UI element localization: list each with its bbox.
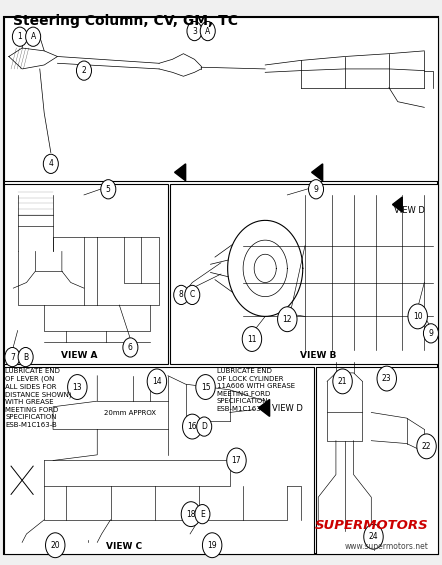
Text: Steering Column, CV, GM, TC: Steering Column, CV, GM, TC [13,14,238,28]
Circle shape [18,347,33,367]
Polygon shape [312,164,323,181]
Polygon shape [259,399,270,416]
Circle shape [26,27,41,46]
Circle shape [174,285,189,305]
Text: 2: 2 [82,66,86,75]
Circle shape [227,448,246,473]
Text: 14: 14 [152,377,162,386]
Text: 9: 9 [428,329,434,338]
Text: 9: 9 [313,185,319,194]
Text: VIEW D: VIEW D [394,206,425,215]
Circle shape [242,327,262,351]
Polygon shape [175,164,186,181]
Circle shape [5,347,20,367]
Circle shape [364,524,383,549]
Circle shape [46,533,65,558]
Text: 10: 10 [413,312,423,321]
Text: 17: 17 [232,456,241,465]
Text: 13: 13 [72,383,82,392]
Text: 15: 15 [201,383,210,392]
Text: 6: 6 [128,343,133,352]
Text: SUPERMOTORS: SUPERMOTORS [315,519,429,532]
Circle shape [417,434,436,459]
Text: LUBRICATE END
OF LEVER (ON
ALL SIDES FOR
DISTANCE SHOWN)
WITH GREASE
MEETING FOR: LUBRICATE END OF LEVER (ON ALL SIDES FOR… [5,368,72,428]
Circle shape [408,304,427,329]
Text: 21: 21 [338,377,347,386]
Text: D: D [201,422,207,431]
Text: 5: 5 [106,185,111,194]
Circle shape [12,27,27,46]
Text: www.supermotors.net: www.supermotors.net [345,542,429,551]
Circle shape [68,375,87,399]
Polygon shape [392,197,402,212]
Text: 16: 16 [187,422,197,431]
Text: A: A [30,32,36,41]
Circle shape [195,505,210,524]
Circle shape [147,369,167,394]
Bar [4,367,314,554]
Circle shape [278,307,297,332]
Text: VIEW A: VIEW A [61,351,98,360]
Bar [4,184,168,364]
Text: 8: 8 [179,290,183,299]
Text: VIEW C: VIEW C [106,542,142,551]
Circle shape [76,61,91,80]
Circle shape [196,375,215,399]
Text: 1: 1 [18,32,22,41]
Text: 3: 3 [192,27,197,36]
Circle shape [423,324,438,343]
Circle shape [377,366,396,391]
Text: 12: 12 [282,315,292,324]
Text: C: C [190,290,195,299]
Text: 20: 20 [50,541,60,550]
Circle shape [43,154,58,173]
Circle shape [202,533,222,558]
Circle shape [123,338,138,357]
Text: LUBRICATE END
OF LOCK CYLINDER
11A606 WITH GREASE
MEETING FORD
SPECIFICATION
ESB: LUBRICATE END OF LOCK CYLINDER 11A606 WI… [217,368,295,412]
Circle shape [181,502,201,527]
Text: 20mm APPROX: 20mm APPROX [104,410,156,416]
Bar [4,17,438,181]
Text: VIEW D: VIEW D [272,404,303,413]
Text: 7: 7 [10,353,15,362]
Text: B: B [23,353,28,362]
Circle shape [200,21,215,41]
Circle shape [101,180,116,199]
Text: 4: 4 [48,159,53,168]
Circle shape [187,21,202,41]
Bar [170,184,438,364]
Circle shape [183,414,202,439]
Text: E: E [200,510,205,519]
Text: 11: 11 [247,334,257,344]
Text: 19: 19 [207,541,217,550]
Text: VIEW B: VIEW B [300,351,336,360]
Text: A: A [205,27,210,36]
Text: 18: 18 [186,510,196,519]
Circle shape [197,417,212,436]
Circle shape [185,285,200,305]
Text: 22: 22 [422,442,431,451]
Circle shape [333,369,352,394]
Text: 23: 23 [382,374,392,383]
Bar [316,367,438,554]
Text: 24: 24 [369,532,378,541]
Circle shape [309,180,324,199]
